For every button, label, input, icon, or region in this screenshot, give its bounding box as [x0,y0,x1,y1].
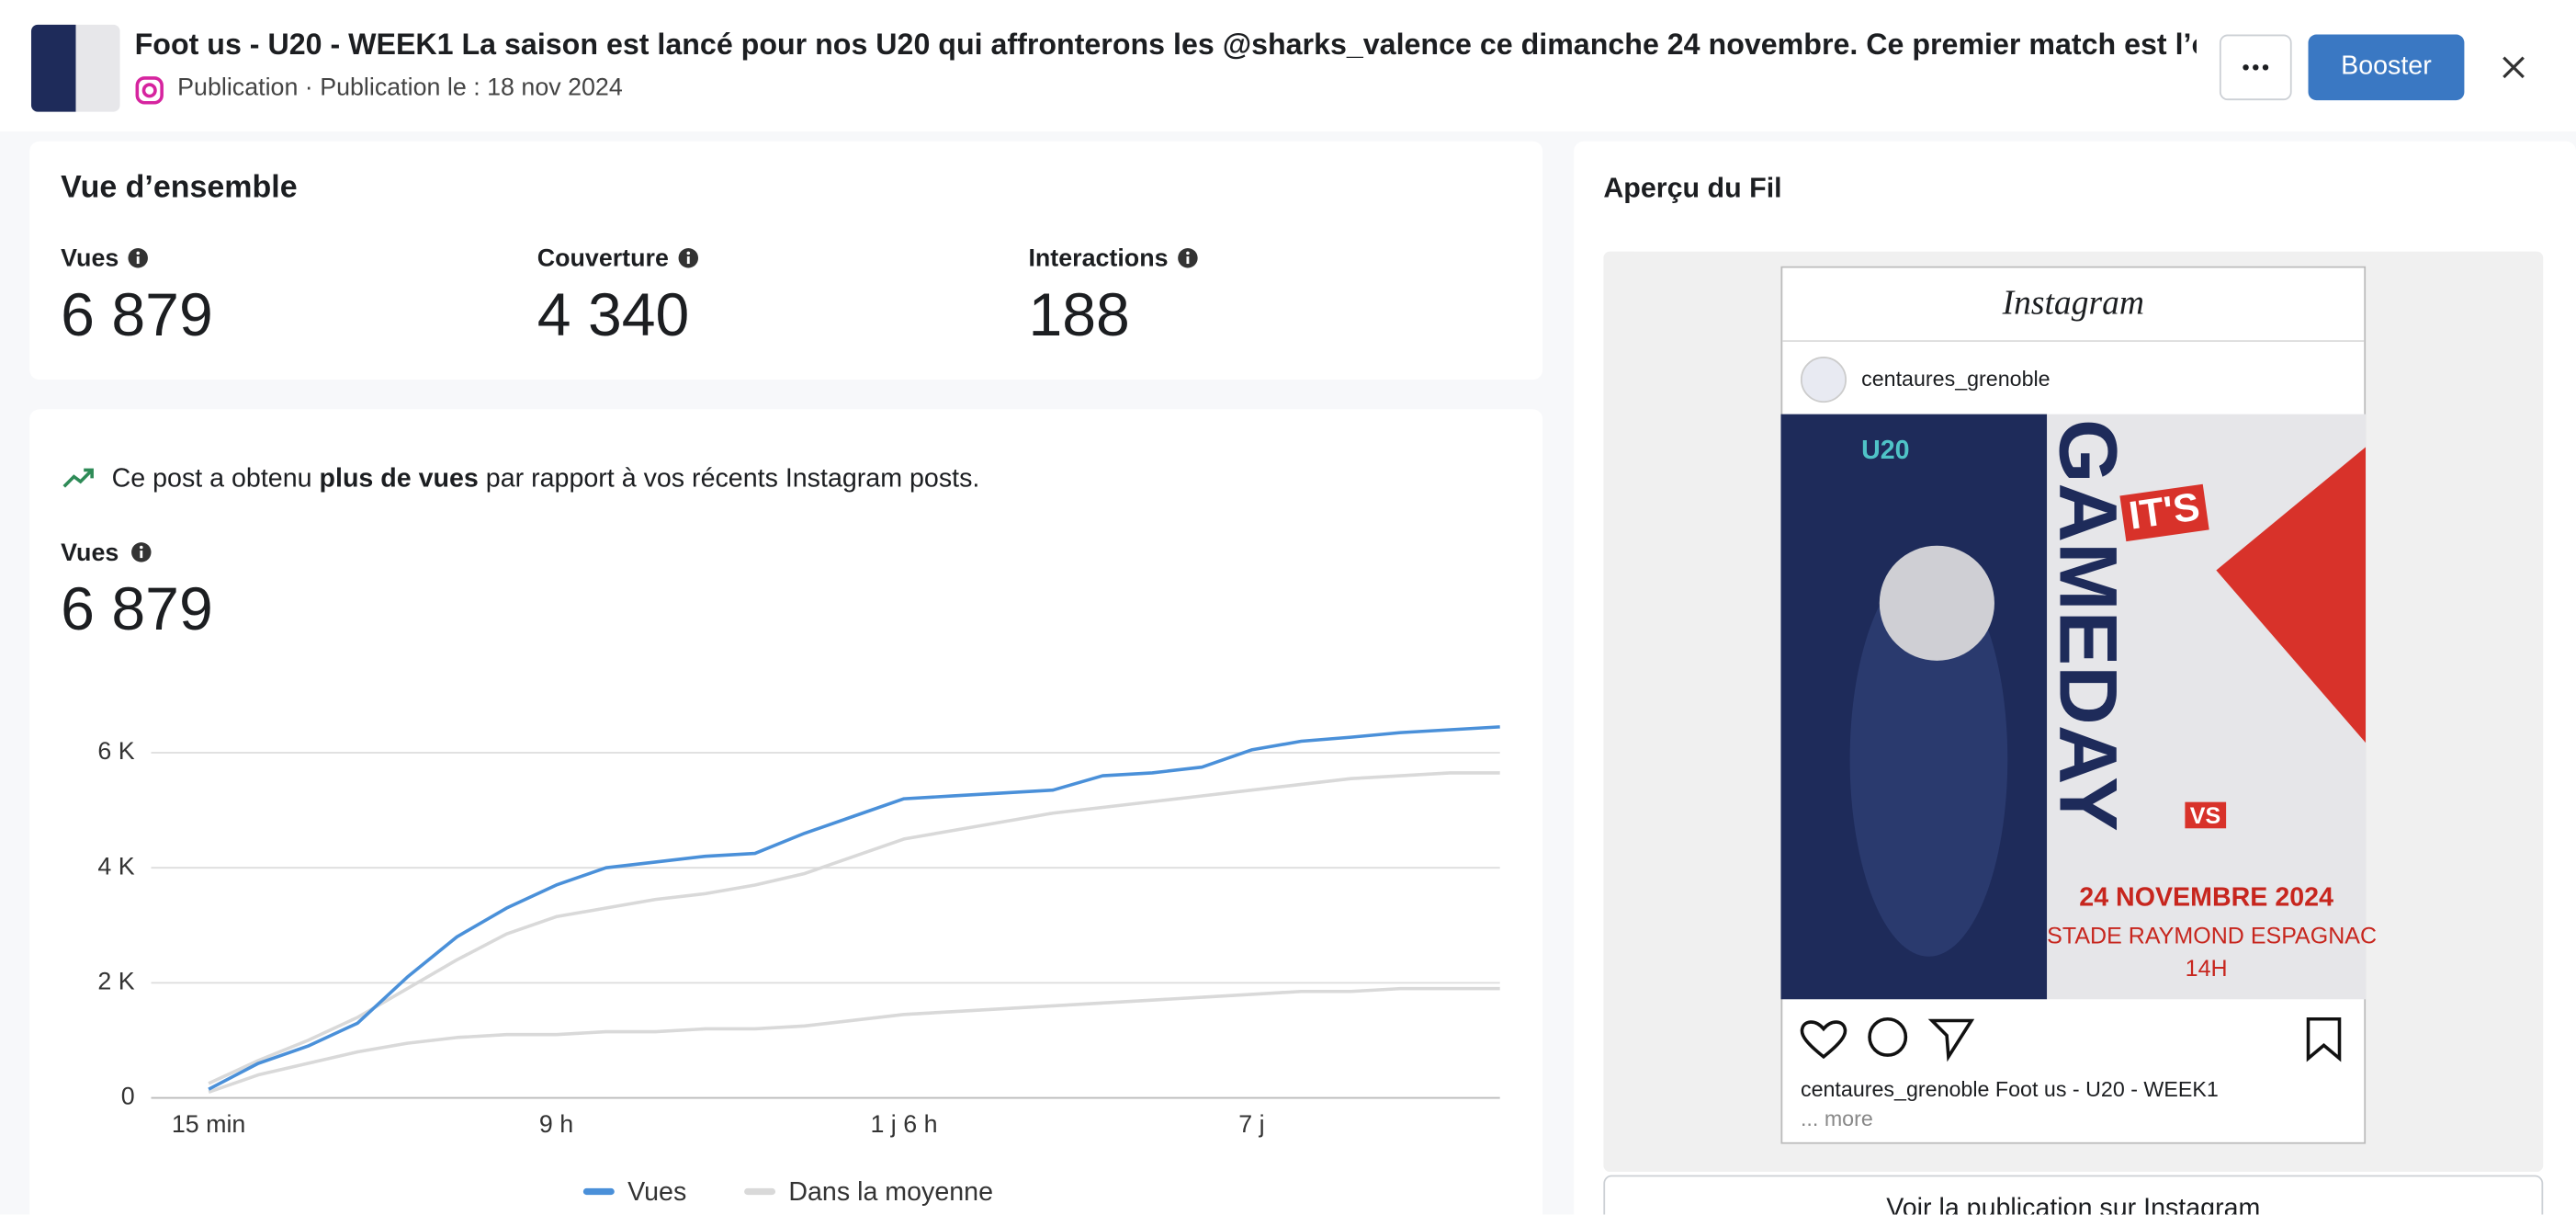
preview-title: Aperçu du Fil [1603,172,1782,204]
dots-icon [2243,64,2269,71]
overview-title: Vue d’ensemble [61,170,298,206]
insight: Ce post a obtenu plus de vues par rappor… [112,465,980,494]
post-team: U20 [1861,437,1910,466]
metric-value: 188 [1028,280,1130,349]
info-icon [131,542,152,562]
overview-card [29,141,1543,380]
y-tick-label: 0 [121,1083,135,1110]
ellipsis: ... [1800,1106,1819,1131]
post-date: 24 NOVEMBRE 2024 [2079,884,2333,913]
x-tick-label: 1 j 6 h [870,1110,937,1138]
metric-value: 6 879 [61,280,213,349]
more-link[interactable]: more [1824,1106,1873,1131]
close-button[interactable] [2501,54,2527,81]
instagram-logo: Instagram [2002,282,2144,323]
views-value: 6 879 [61,574,213,643]
username: centaures_grenoble [1861,366,2051,392]
divider [1782,340,2365,342]
avatar [1800,357,1847,403]
post-image-art [1849,447,2367,957]
boost-button[interactable]: Booster [2308,34,2465,101]
info-icon [1178,248,1198,268]
open-post-button[interactable]: Voir la publication sur Instagram [1603,1175,2544,1215]
chart-card [29,409,1543,1215]
more-button[interactable] [2219,34,2292,101]
post-time: 14H [2185,954,2228,982]
views-label: Vues [61,539,119,567]
series-line [208,725,1500,1091]
insight-strong: plus de vues [319,465,479,494]
y-tick-label: 2 K [97,967,134,994]
post-venue: STADE RAYMOND ESPAGNAC [2047,922,2378,948]
instagram-icon [135,76,164,105]
legend-label: Vues [627,1177,686,1207]
x-tick-label: 7 j [1238,1110,1264,1138]
post-subtitle: Publication · Publication le : 18 nov 20… [177,74,623,102]
metric-label: Vues [61,244,119,273]
metric-label: Couverture [537,244,669,273]
trend-icon [62,468,94,488]
post-actions [1800,1016,2342,1062]
header-bar [0,0,2576,132]
insight-text: Ce post a obtenu [111,465,312,494]
metric-value: 4 340 [537,280,690,349]
legend-label: Dans la moyenne [788,1177,993,1207]
x-tick-label: 9 h [539,1110,573,1138]
post-vs: VS [2185,801,2226,829]
insight-text: par rapport à vos récents Instagram post… [485,465,980,494]
range-low-line [208,986,1500,1094]
range-high-line [208,771,1500,1085]
x-tick-label: 15 min [172,1110,245,1138]
info-icon [128,248,148,268]
caption-more: ... more [1801,1107,1873,1131]
y-tick-label: 4 K [97,852,134,880]
y-tick-label: 6 K [97,737,134,765]
metric-label: Interactions [1028,244,1169,273]
post-title: Foot us - U20 - WEEK1 La saison est lanc… [134,28,2197,62]
post-caption: centaures_grenoble Foot us - U20 - WEEK1 [1800,1076,2219,1102]
info-icon [678,248,699,268]
post-thumbnail [30,24,120,112]
